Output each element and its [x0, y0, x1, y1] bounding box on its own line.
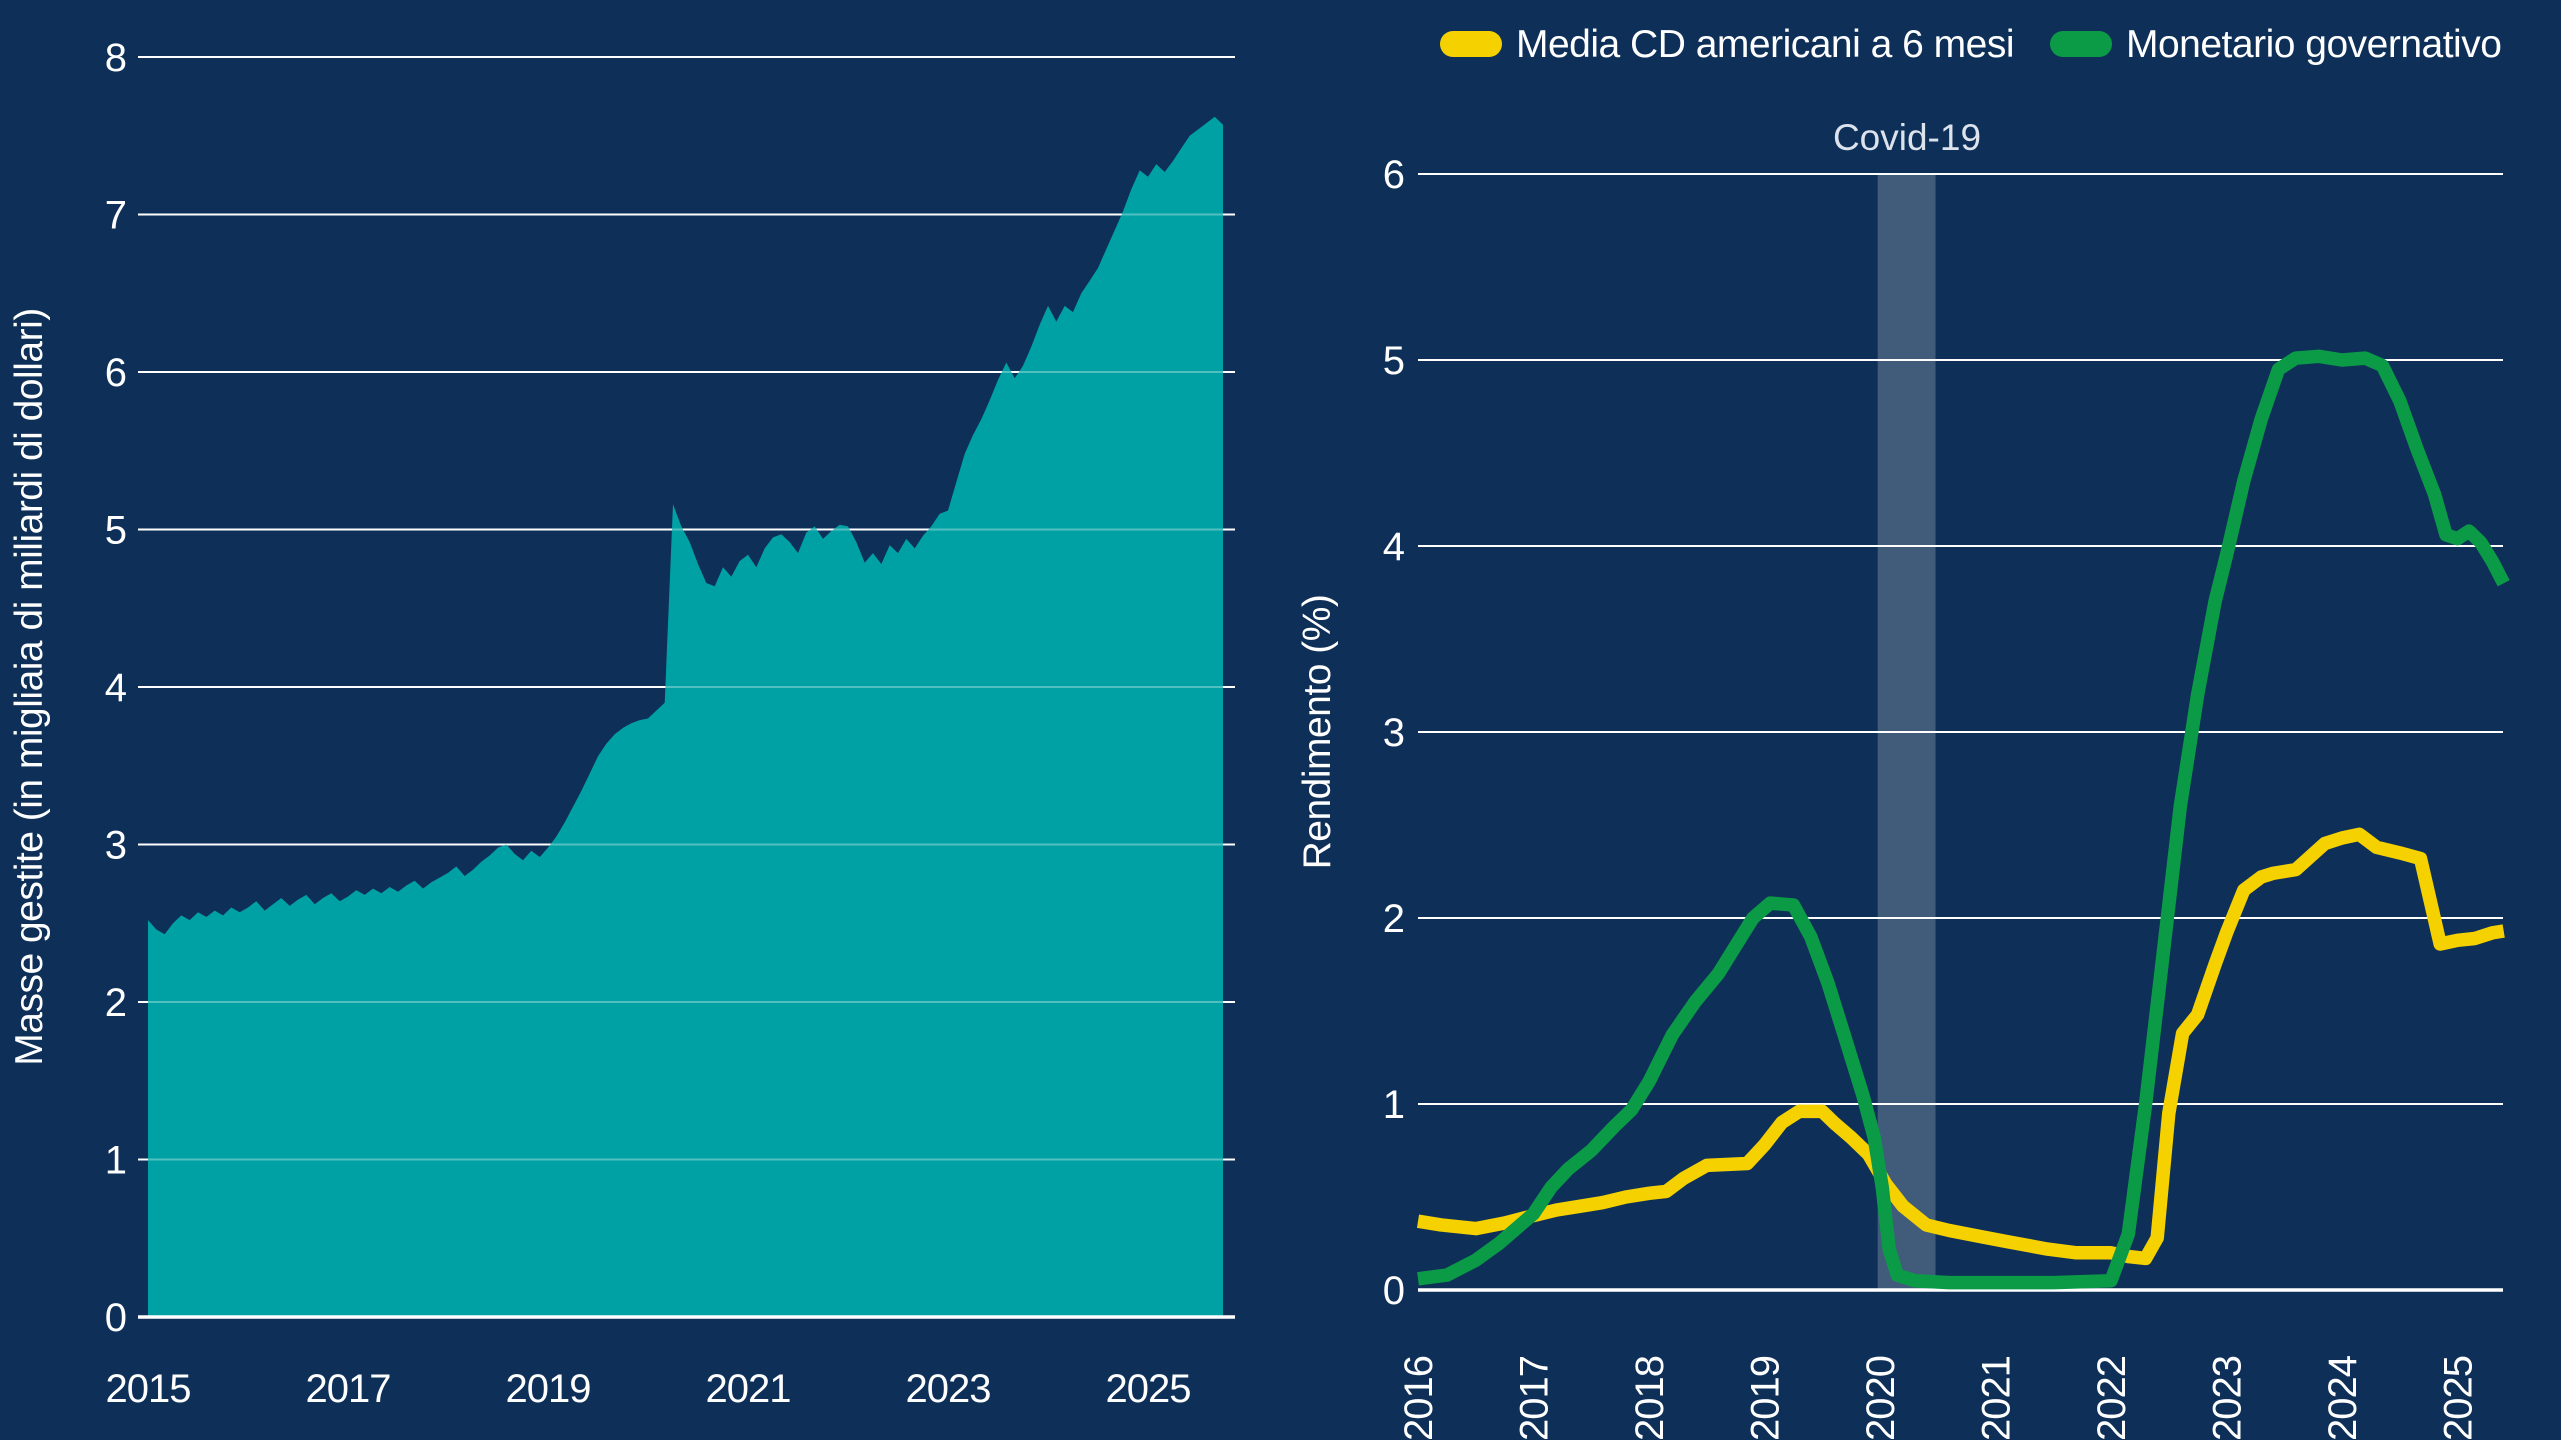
left-x-tick-label: 2017 — [306, 1367, 391, 1411]
left-x-tick-label: 2015 — [106, 1367, 191, 1411]
right-y-tick-label: 2 — [1383, 897, 1404, 941]
right-x-tick-label: 2020 — [1859, 1356, 1903, 1440]
left-x-tick-label: 2023 — [906, 1367, 991, 1411]
left-x-tick-label: 2025 — [1106, 1367, 1191, 1411]
right-x-tick-label: 2021 — [1975, 1356, 2019, 1440]
covid-annotation: Covid-19 — [1833, 117, 1981, 158]
left-y-tick-label: 0 — [105, 1296, 126, 1340]
left-y-tick-label: 6 — [105, 351, 126, 395]
left-x-tick-label: 2021 — [706, 1367, 791, 1411]
right-x-tick-label: 2023 — [2206, 1356, 2250, 1440]
right-x-tick-label: 2016 — [1397, 1356, 1441, 1440]
yield-line-chart: 0 1 2 3 4 5 6 2016 2017 2018 2019 2020 2021 2022 2023 2… — [1383, 153, 2510, 1440]
right-y-tick-label: 1 — [1383, 1083, 1404, 1127]
right-y-tick-label: 3 — [1383, 711, 1404, 755]
left-y-tick-label: 8 — [105, 36, 126, 80]
left-y-tick-label: 7 — [105, 194, 126, 238]
series-cd-americani — [1416, 827, 2505, 1266]
left-y-tick-label: 4 — [105, 666, 127, 710]
legend: Media CD americani a 6 mesi Monetario go… — [1440, 23, 2502, 66]
left-y-axis-title: Masse gestite (in migliaia di miliardi d… — [8, 308, 51, 1065]
left-y-tick-label: 5 — [105, 509, 126, 553]
aum-area-series — [148, 116, 1223, 1317]
right-x-tick-label: 2025 — [2437, 1356, 2481, 1440]
right-x-tick-label: 2024 — [2321, 1355, 2365, 1440]
legend-label-cd: Media CD americani a 6 mesi — [1516, 23, 2014, 66]
series-monetario-governativo — [1417, 349, 2510, 1290]
right-y-tick-label: 4 — [1383, 525, 1405, 569]
left-y-tick-label: 3 — [105, 824, 126, 868]
right-y-tick-label: 5 — [1383, 339, 1404, 383]
right-x-tick-label: 2019 — [1744, 1356, 1788, 1440]
right-x-tick-label: 2017 — [1513, 1356, 1557, 1440]
right-x-tick-label: 2018 — [1628, 1356, 1672, 1440]
left-x-tick-label: 2019 — [506, 1367, 591, 1411]
right-x-tick-label: 2022 — [2090, 1356, 2134, 1440]
legend-label-governativo: Monetario governativo — [2126, 23, 2501, 66]
legend-swatch-cd-icon — [1440, 31, 1502, 57]
legend-swatch-governativo-icon — [2050, 31, 2112, 57]
aum-area-chart: 0 1 2 3 4 5 6 7 8 2015 2017 2019 2021 2023 2025 — [105, 36, 1235, 1411]
right-y-axis-title: Rendimento (%) — [1296, 595, 1339, 870]
right-y-tick-label: 0 — [1383, 1269, 1404, 1313]
right-y-tick-label: 6 — [1383, 153, 1404, 197]
left-y-tick-label: 2 — [105, 981, 126, 1025]
left-y-tick-label: 1 — [105, 1139, 126, 1183]
